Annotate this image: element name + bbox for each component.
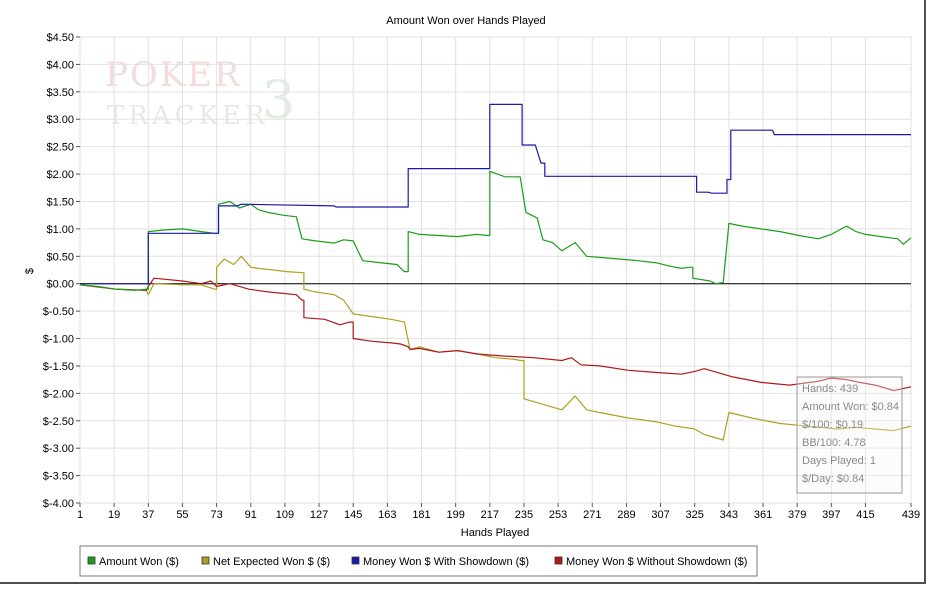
series-line-2 [80, 103, 911, 285]
x-tick-label: 307 [651, 509, 669, 521]
tooltip-amount-won: Amount Won: $0.84 [802, 401, 899, 413]
y-tick-label: $4.50 [46, 32, 74, 44]
y-tick-label: $-4.00 [43, 498, 74, 510]
tooltip-per-day: $/Day: $0.84 [802, 473, 864, 485]
tooltip-bb-100: BB/100: 4.78 [802, 437, 866, 449]
y-tick-label: $3.00 [46, 114, 74, 126]
legend-swatch [87, 556, 96, 565]
legend-swatch [554, 556, 563, 565]
x-tick-label: 109 [276, 509, 294, 521]
x-tick-label: 163 [378, 509, 396, 521]
watermark-digit: 3 [262, 71, 295, 131]
x-axis: 1 19 37 55 73 91 109 127 145 163 181 199 217 235 253 27… [77, 503, 920, 521]
x-tick-label: 235 [515, 509, 533, 521]
series-line-0 [79, 170, 912, 291]
legend-entry: Amount Won ($) [99, 556, 179, 568]
tooltip-hands: Hands: 439 [802, 383, 858, 395]
y-tick-label: $-1.50 [43, 361, 74, 373]
x-tick-label: 1 [77, 509, 83, 521]
x-tick-label: 199 [446, 509, 464, 521]
x-tick-label: 145 [344, 509, 362, 521]
x-tick-label: 379 [788, 509, 806, 521]
watermark-tracker: TRACKER [107, 101, 269, 131]
x-tick-label: 253 [549, 509, 567, 521]
x-tick-label: 73 [210, 509, 222, 521]
series-lines [79, 103, 912, 441]
legend-entry: Net Expected Won $ ($) [213, 556, 330, 568]
y-tick-label: $3.50 [46, 87, 74, 99]
y-axis-label: $ [24, 268, 36, 274]
x-tick-label: 439 [902, 509, 920, 521]
y-tick-label: $-1.00 [43, 334, 74, 346]
y-tick-label: $-0.50 [43, 306, 74, 318]
legend: Amount Won ($) Net Expected Won $ ($) Mone… [79, 545, 758, 577]
x-tick-label: 325 [686, 509, 704, 521]
x-tick-label: 397 [822, 509, 840, 521]
x-tick-label: 91 [245, 509, 257, 521]
x-tick-label: 289 [617, 509, 635, 521]
x-tick-label: 37 [142, 509, 154, 521]
y-tick-label: $-3.00 [43, 443, 74, 455]
x-tick-label: 271 [583, 509, 601, 521]
legend-entry: Money Won $ With Showdown ($) [363, 556, 529, 568]
x-tick-label: 55 [176, 509, 188, 521]
legend-entry: Money Won $ Without Showdown ($) [566, 556, 747, 568]
y-axis: $4.50 $4.00 $3.50 $3.00 $2.50 $2.00 $1.50 $1.00… [43, 32, 80, 510]
x-tick-label: 343 [720, 509, 738, 521]
legend-box [79, 545, 758, 577]
x-tick-label: 127 [310, 509, 328, 521]
x-tick-label: 19 [108, 509, 120, 521]
x-tick-label: 415 [856, 509, 874, 521]
grid-lines [79, 36, 912, 504]
chart-title: Amount Won over Hands Played [386, 15, 545, 27]
x-tick-label: 181 [412, 509, 430, 521]
legend-swatch [201, 556, 210, 565]
hover-tooltip: Hands: 439 Amount Won: $0.84 $/100: $0.1… [796, 376, 903, 494]
y-tick-label: $-2.00 [43, 388, 74, 400]
y-tick-label: $0.50 [46, 251, 74, 263]
legend-swatch [351, 556, 360, 565]
y-tick-label: $-3.50 [43, 471, 74, 483]
y-tick-label: $1.50 [46, 196, 74, 208]
y-tick-label: $1.00 [46, 224, 74, 236]
y-tick-label: $-2.50 [43, 416, 74, 428]
poker-tracker-watermark: POKER TRACKER 3 [105, 55, 295, 131]
y-tick-label: $0.00 [46, 279, 74, 291]
y-tick-label: $2.50 [46, 142, 74, 154]
tooltip-box [796, 376, 903, 494]
x-tick-label: 217 [481, 509, 499, 521]
x-axis-label: Hands Played [461, 527, 530, 539]
series-line-3 [79, 277, 912, 392]
watermark-poker: POKER [105, 55, 242, 95]
x-tick-label: 361 [754, 509, 772, 521]
tooltip-per-100: $/100: $0.19 [802, 419, 863, 431]
y-tick-label: $2.00 [46, 169, 74, 181]
tooltip-days-played: Days Played: 1 [802, 455, 876, 467]
y-tick-label: $4.00 [46, 59, 74, 71]
